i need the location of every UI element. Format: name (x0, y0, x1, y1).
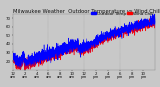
Legend: Outdoor Temp, Wind Chill: Outdoor Temp, Wind Chill (91, 12, 153, 16)
Text: Milwaukee Weather  Outdoor Temperature vs Wind Chill per Minute (24 Hours): Milwaukee Weather Outdoor Temperature vs… (13, 9, 160, 14)
